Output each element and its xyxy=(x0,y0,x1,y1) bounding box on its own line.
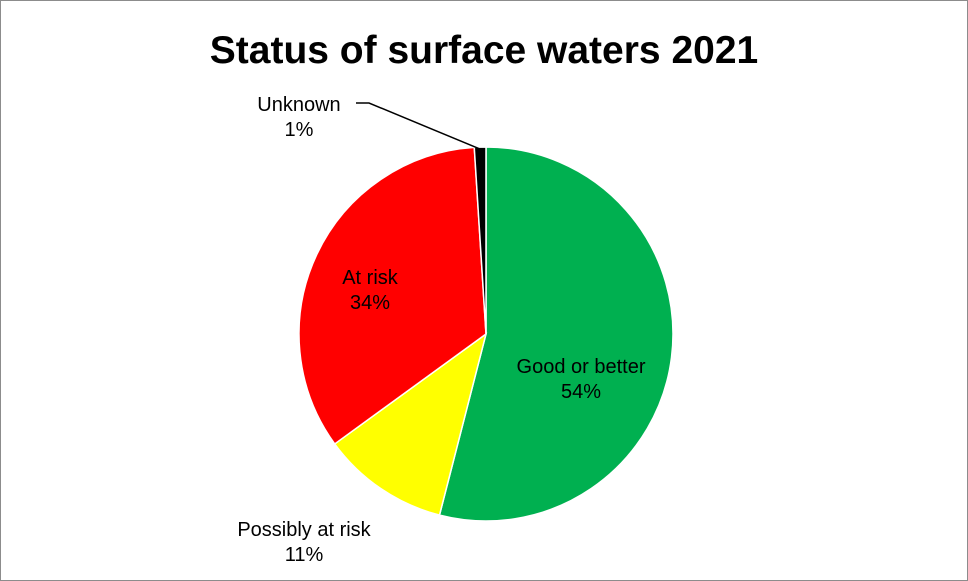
leader-line-unknown xyxy=(356,102,481,150)
slice-label-category: Possibly at risk xyxy=(237,519,371,541)
pie-slice-at-risk xyxy=(298,146,487,445)
slice-labels: Good or better 54% Possibly at risk 11% At r… xyxy=(237,94,646,566)
slice-label-value: 34% xyxy=(350,292,390,314)
slice-label-category: At risk xyxy=(342,267,399,289)
slice-label-value: 54% xyxy=(561,381,601,403)
pie-slices xyxy=(298,146,674,522)
pie-slice-possibly-at-risk xyxy=(333,332,488,517)
leader-lines xyxy=(356,102,481,150)
chart-title: Status of surface waters 2021 xyxy=(209,29,759,72)
slice-label-value: 11% xyxy=(285,544,324,566)
pie-slice-good-or-better xyxy=(438,146,674,522)
slice-label-value: 1% xyxy=(285,119,314,141)
slice-label-category: Good or better xyxy=(517,356,646,378)
slice-label-category: Unknown xyxy=(257,94,340,116)
